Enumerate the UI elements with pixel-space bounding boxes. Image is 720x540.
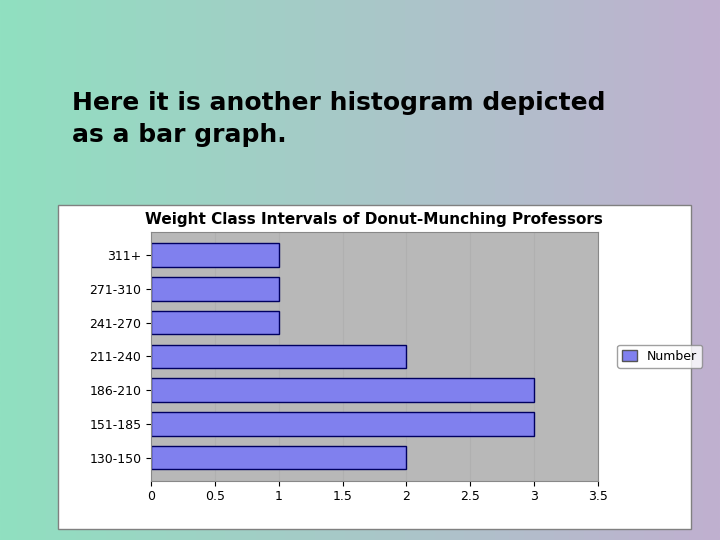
- Bar: [151, 244, 279, 267]
- Legend: Number: Number: [617, 345, 703, 368]
- Bar: [151, 446, 406, 469]
- Bar: [151, 412, 534, 436]
- Bar: [151, 379, 534, 402]
- Text: Here it is another histogram depicted
as a bar graph.: Here it is another histogram depicted as…: [72, 91, 606, 146]
- Bar: [151, 345, 406, 368]
- Bar: [151, 277, 279, 301]
- Title: Weight Class Intervals of Donut-Munching Professors: Weight Class Intervals of Donut-Munching…: [145, 212, 603, 227]
- Bar: [151, 311, 279, 334]
